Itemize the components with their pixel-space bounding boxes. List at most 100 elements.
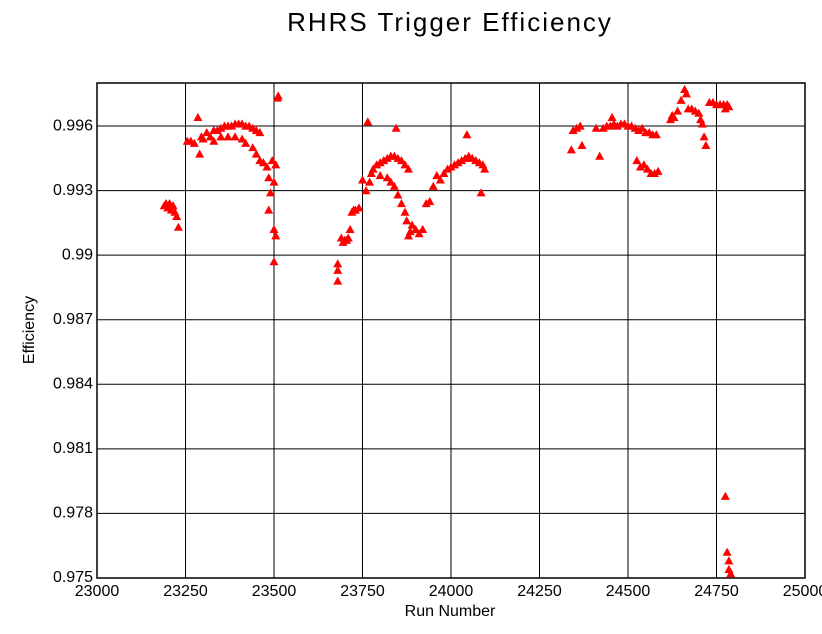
data-point <box>400 160 410 169</box>
data-point <box>202 128 212 137</box>
data-point <box>271 231 281 240</box>
x-tick-label: 24500 <box>606 583 651 600</box>
data-point <box>172 211 182 221</box>
data-point <box>227 121 237 130</box>
data-point <box>651 130 661 139</box>
data-point <box>216 123 226 132</box>
chart-title: RHRS Trigger Efficiency <box>287 7 613 37</box>
data-point <box>697 119 707 128</box>
data-point <box>446 162 456 171</box>
data-point <box>333 276 343 285</box>
data-point <box>365 177 375 186</box>
data-point <box>605 121 615 130</box>
data-point <box>389 181 399 190</box>
data-point <box>414 229 424 238</box>
data-point <box>428 181 438 190</box>
y-axis-label: Efficiency <box>21 296 38 364</box>
data-point <box>425 196 435 205</box>
data-point <box>694 108 704 117</box>
data-point <box>722 547 732 556</box>
data-point <box>366 168 376 177</box>
data-point <box>566 145 576 154</box>
data-point <box>382 153 392 162</box>
data-point <box>391 123 401 132</box>
data-point <box>173 222 183 231</box>
data-point <box>476 188 486 197</box>
data-point <box>634 125 644 134</box>
y-tick-label: 0.987 <box>53 311 93 328</box>
x-tick-label: 23250 <box>163 583 208 600</box>
data-point <box>598 123 608 132</box>
data-point <box>635 162 645 171</box>
data-point <box>205 132 215 141</box>
data-point <box>193 112 203 122</box>
data-point <box>681 89 691 98</box>
data-point <box>642 164 652 173</box>
x-tick-label: 25000 <box>783 583 822 600</box>
data-point <box>457 155 467 165</box>
data-point <box>595 151 605 160</box>
data-point <box>480 164 490 173</box>
data-point <box>209 136 219 145</box>
data-point <box>358 175 367 184</box>
data-point <box>432 171 442 180</box>
data-point <box>195 149 205 158</box>
data-point <box>345 224 355 233</box>
data-point <box>404 164 414 173</box>
data-point <box>676 95 686 104</box>
data-point <box>216 132 226 141</box>
data-point <box>402 216 412 225</box>
data-point <box>255 128 265 137</box>
data-point <box>396 199 406 208</box>
data-point <box>396 155 406 165</box>
data-point <box>653 166 663 175</box>
data-point <box>375 158 385 167</box>
data-point <box>673 106 683 115</box>
data-point <box>251 149 261 158</box>
data-point <box>637 123 647 132</box>
data-point <box>265 188 275 197</box>
data-point <box>198 134 208 143</box>
data-point <box>264 205 274 214</box>
data-point <box>418 224 428 233</box>
data-point <box>361 186 371 195</box>
data-point <box>237 134 247 143</box>
data-point <box>269 257 279 266</box>
data-point <box>386 177 396 186</box>
x-tick-label: 23750 <box>340 583 385 600</box>
data-point <box>726 569 736 578</box>
data-point <box>393 190 403 199</box>
data-point <box>368 164 378 173</box>
y-tick-label: 0.975 <box>53 569 93 586</box>
data-point <box>577 140 587 150</box>
data-point <box>435 175 445 184</box>
data-point <box>650 168 660 177</box>
data-point <box>333 259 343 268</box>
data-point <box>720 104 730 113</box>
data-point <box>421 199 431 208</box>
data-point <box>632 155 642 165</box>
data-point <box>699 132 709 141</box>
data-point <box>701 140 711 150</box>
data-point <box>258 158 268 167</box>
y-tick-label: 0.99 <box>62 246 93 263</box>
data-point <box>333 265 343 274</box>
data-point <box>639 160 649 169</box>
data-point <box>168 201 178 210</box>
data-point <box>411 224 421 233</box>
data-point <box>248 143 258 152</box>
x-tick-label: 24750 <box>694 583 739 600</box>
x-tick-label: 23000 <box>75 583 120 600</box>
x-tick-label: 23500 <box>252 583 297 600</box>
data-point <box>212 125 222 134</box>
data-point <box>354 203 364 212</box>
data-point <box>372 160 382 169</box>
data-point <box>404 231 414 240</box>
data-point <box>267 155 277 165</box>
data-point <box>568 125 578 134</box>
data-point <box>189 138 199 147</box>
data-point <box>669 112 679 122</box>
data-point <box>271 160 281 169</box>
y-tick-label: 0.993 <box>53 182 93 199</box>
